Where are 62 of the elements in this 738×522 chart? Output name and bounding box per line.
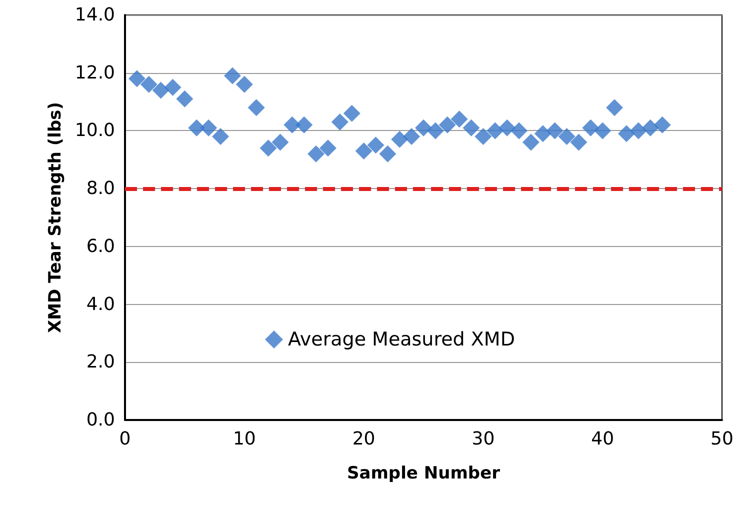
x-axis-title: Sample Number (347, 464, 501, 484)
point (296, 116, 313, 134)
point (248, 99, 265, 116)
point (188, 119, 206, 136)
y-tick-label: 8.0 (86, 178, 115, 200)
y-tick-label: 0.0 (86, 410, 115, 430)
point (343, 104, 360, 122)
y-tick-label: 6.0 (86, 236, 115, 257)
point (236, 76, 253, 93)
point (212, 128, 230, 145)
point (474, 128, 492, 145)
x-tick-label: 20 (352, 428, 376, 450)
point (128, 70, 146, 88)
y-tick-label: 14.0 (74, 4, 115, 26)
point (331, 114, 348, 131)
point (534, 125, 552, 142)
point (426, 122, 444, 140)
point (355, 142, 372, 160)
y-tick-label: 4.0 (86, 294, 115, 315)
legend-label: Average Measured XMD (288, 328, 515, 350)
y-tick-label: 2.0 (86, 352, 115, 373)
y-axis-title: XMD Tear Strength (lbs) (46, 102, 66, 334)
point (438, 116, 456, 134)
point (319, 140, 336, 157)
point (140, 76, 158, 93)
point (164, 78, 182, 96)
point (379, 145, 396, 162)
point (284, 116, 301, 134)
point (152, 82, 170, 99)
point (486, 122, 504, 140)
point (654, 116, 671, 134)
x-tick-label: 30 (472, 428, 495, 450)
point (606, 99, 624, 116)
point (570, 134, 588, 151)
point (260, 140, 277, 157)
point (462, 119, 480, 136)
point (594, 122, 612, 140)
point (224, 67, 241, 84)
point (498, 119, 516, 136)
x-tick-label: 40 (591, 428, 614, 450)
point (546, 122, 564, 140)
point (176, 90, 194, 108)
y-tick-label: 12.0 (74, 62, 115, 84)
y-tick-label: 10.0 (74, 120, 115, 142)
x-tick-label: 10 (232, 428, 256, 450)
point (415, 119, 432, 136)
point (367, 136, 384, 154)
x-tick-label: 0 (119, 428, 131, 450)
point (200, 119, 218, 136)
point (450, 110, 468, 128)
point (582, 119, 600, 136)
point (558, 128, 576, 145)
point (630, 122, 647, 140)
point (642, 119, 659, 136)
point (403, 128, 420, 145)
point (308, 145, 325, 162)
x-tick-label: 50 (710, 428, 734, 450)
point (522, 134, 540, 151)
point (391, 130, 408, 148)
point (618, 125, 635, 142)
point (510, 122, 528, 140)
point (272, 134, 289, 151)
